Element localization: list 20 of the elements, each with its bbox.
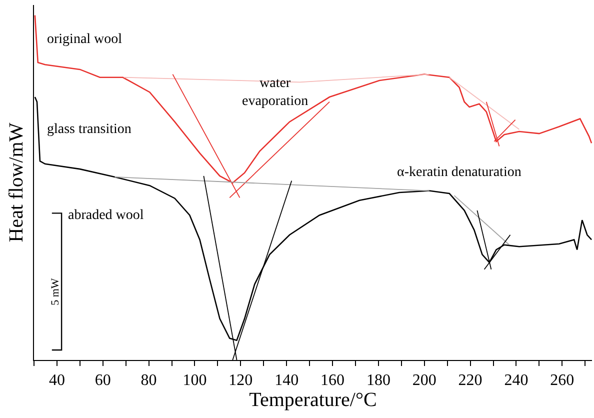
x-tick-label: 240 xyxy=(504,372,528,390)
x-tick-label: 200 xyxy=(412,372,436,390)
annotation: original wool xyxy=(47,32,122,47)
x-tick-label: 120 xyxy=(228,372,253,390)
x-tick-label: 180 xyxy=(366,372,390,390)
x-tick-label: 260 xyxy=(550,372,574,390)
x-tick-label: 140 xyxy=(274,372,299,390)
x-tick-label: 220 xyxy=(458,372,482,390)
x-tick-label: 160 xyxy=(320,372,345,390)
annotation: abraded wool xyxy=(68,208,144,223)
annotation: 5 mW xyxy=(49,278,62,306)
x-tick-label: 40 xyxy=(48,372,65,390)
x-tick-label: 60 xyxy=(94,372,111,390)
annotation: α-keratin denaturation xyxy=(397,165,522,180)
annotation: water evaporation xyxy=(242,76,308,110)
x-tick-label: 100 xyxy=(182,372,207,390)
y-axis-title: Heat flow/mW xyxy=(6,122,28,242)
x-axis-title: Temperature/°C xyxy=(249,389,377,412)
annotation: glass transition xyxy=(47,122,132,137)
x-tick-label: 80 xyxy=(140,372,157,390)
